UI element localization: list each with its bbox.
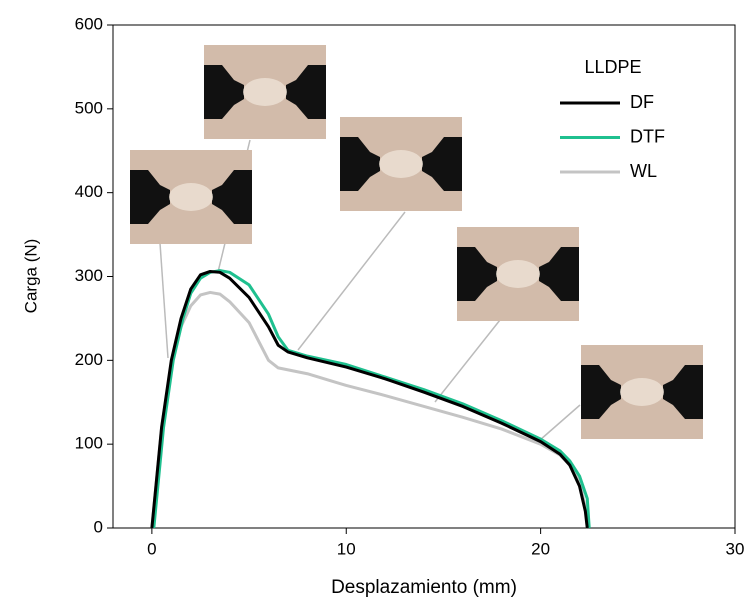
series-line (150, 290, 589, 529)
x-tick-label: 10 (337, 539, 356, 558)
inset-photo (130, 150, 252, 244)
x-axis-title: Desplazamiento (mm) (331, 577, 517, 598)
y-tick-label: 300 (75, 266, 103, 285)
y-tick-label: 600 (75, 14, 103, 33)
y-axis-title: Carga (N) (21, 239, 40, 314)
inset-photo (457, 227, 579, 321)
x-tick-label: 20 (531, 539, 550, 558)
y-tick-label: 100 (75, 434, 103, 453)
y-tick-label: 500 (75, 98, 103, 117)
x-tick-label: 30 (726, 539, 745, 558)
inset-photo (581, 345, 703, 439)
legend-title: LLDPE (584, 57, 641, 77)
legend-label: DF (630, 92, 654, 112)
series-line (150, 269, 589, 529)
legend-label: DTF (630, 126, 665, 146)
y-tick-label: 400 (75, 182, 103, 201)
y-tick-label: 200 (75, 350, 103, 369)
y-tick-label: 0 (94, 517, 103, 536)
x-tick-label: 0 (147, 539, 156, 558)
inset-photo (204, 45, 326, 139)
legend-label: WL (630, 161, 657, 181)
inset-photo (340, 117, 462, 211)
